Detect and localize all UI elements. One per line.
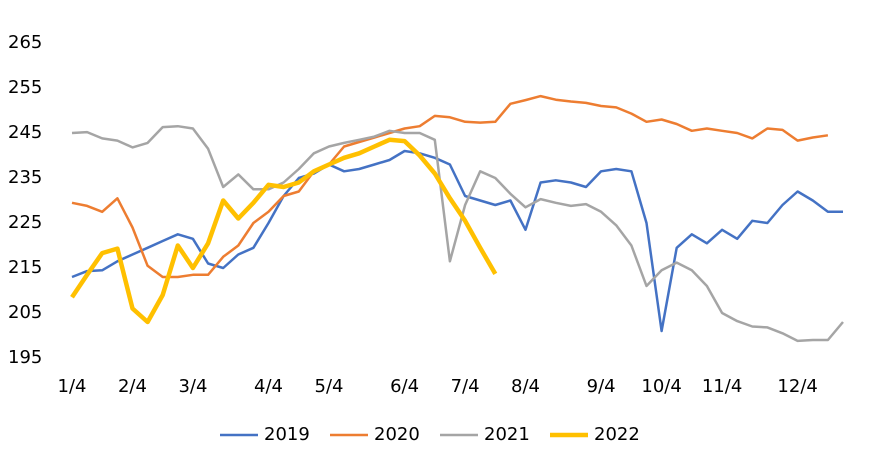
x-tick-label: 7/4 bbox=[451, 376, 480, 397]
legend-label: 2021 bbox=[484, 424, 530, 445]
x-tick-label: 2/4 bbox=[118, 376, 147, 397]
y-tick-label: 265 bbox=[8, 32, 42, 53]
x-tick-label: 4/4 bbox=[254, 376, 283, 397]
y-tick-label: 235 bbox=[8, 167, 42, 188]
x-tick-label: 10/4 bbox=[641, 376, 681, 397]
legend-label: 2020 bbox=[374, 424, 420, 445]
x-tick-label: 12/4 bbox=[777, 376, 817, 397]
legend-label: 2022 bbox=[594, 424, 640, 445]
x-tick-label: 5/4 bbox=[315, 376, 344, 397]
y-tick-label: 225 bbox=[8, 212, 42, 233]
y-tick-label: 255 bbox=[8, 77, 42, 98]
series-line bbox=[71, 94, 829, 279]
x-tick-label: 8/4 bbox=[511, 376, 540, 397]
y-tick-label: 205 bbox=[8, 302, 42, 323]
legend-label: 2019 bbox=[264, 424, 310, 445]
y-tick-label: 215 bbox=[8, 257, 42, 278]
x-tick-label: 6/4 bbox=[390, 376, 419, 397]
series-line bbox=[71, 124, 844, 343]
x-tick-label: 9/4 bbox=[587, 376, 616, 397]
y-tick-label: 245 bbox=[8, 122, 42, 143]
series-line bbox=[70, 137, 498, 325]
x-tick-label: 1/4 bbox=[58, 376, 87, 397]
series-line bbox=[71, 149, 843, 333]
x-tick-label: 11/4 bbox=[702, 376, 742, 397]
x-tick-label: 3/4 bbox=[178, 376, 207, 397]
y-tick-label: 195 bbox=[8, 347, 42, 368]
